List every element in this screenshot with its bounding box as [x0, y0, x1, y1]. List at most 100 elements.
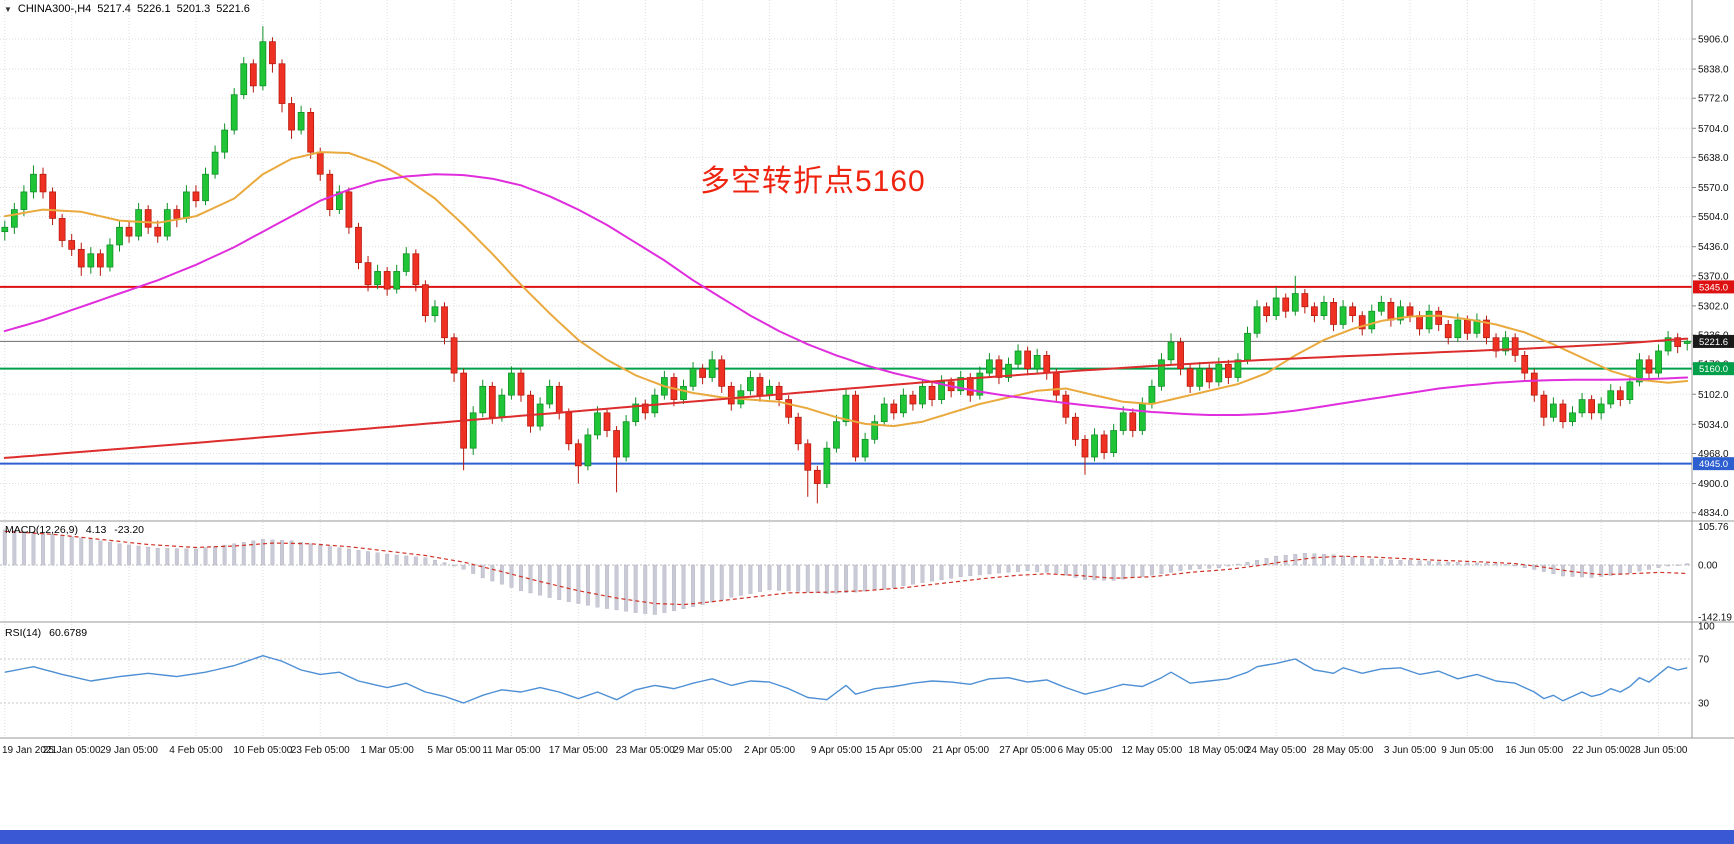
- candle-body: [641, 403, 649, 414]
- candle-body: [1416, 315, 1423, 330]
- candle-body: [986, 359, 993, 374]
- horizontal-scrollbar[interactable]: [0, 830, 1734, 844]
- candle-body: [1588, 399, 1596, 414]
- macd-histogram-bar: [882, 564, 887, 590]
- macd-main-value: 4.13: [85, 524, 107, 536]
- macd-histogram-bar: [452, 564, 457, 567]
- candle-body: [326, 173, 334, 210]
- macd-histogram-bar: [643, 564, 648, 614]
- time-tick-label: 28 Jun 05:00: [1630, 745, 1688, 756]
- macd-histogram-bar: [1408, 560, 1412, 566]
- candle-body: [1158, 359, 1165, 387]
- macd-histogram-bar: [1063, 564, 1068, 576]
- rsi-tick-label: 70: [1698, 655, 1710, 666]
- macd-histogram-bar: [624, 564, 629, 612]
- macd-histogram-bar: [98, 540, 103, 566]
- candle-body: [1091, 434, 1098, 458]
- chart-collapse-icon[interactable]: ▼: [4, 4, 12, 14]
- macd-histogram-bar: [1360, 558, 1365, 566]
- candles-layer: [1, 26, 1691, 504]
- candle-body: [775, 385, 783, 400]
- candle-body: [1272, 297, 1280, 317]
- time-tick-label: 25 Jan 05:00: [43, 745, 101, 756]
- candle-body: [154, 226, 162, 237]
- macd-indicator-label: MACD(12,26,9) 4.13 -23.20: [5, 524, 149, 536]
- macd-histogram-bar: [605, 564, 609, 609]
- macd-histogram-bar: [729, 564, 734, 598]
- candle-body: [823, 447, 831, 484]
- candle-body: [1550, 403, 1557, 418]
- candle-body: [259, 41, 267, 87]
- macd-histogram-bar: [748, 564, 753, 594]
- candle-body: [479, 385, 487, 414]
- time-tick-label: 12 May 05:00: [1122, 745, 1183, 756]
- price-tick-label: 5034.0: [1698, 420, 1729, 431]
- price-tick-label: 5638.0: [1698, 153, 1729, 164]
- candle-body: [1530, 372, 1538, 396]
- macd-histogram-bar: [1541, 564, 1546, 572]
- candle-body: [269, 41, 276, 65]
- macd-histogram-bar: [1513, 564, 1518, 567]
- candle-body: [211, 151, 219, 175]
- macd-histogram-bar: [21, 531, 26, 566]
- candle-body: [431, 306, 439, 317]
- chart-text-annotation[interactable]: 多空转折点5160: [700, 165, 926, 198]
- candle-body: [1521, 355, 1529, 374]
- candle-body: [1406, 306, 1414, 317]
- candle-body: [1330, 301, 1337, 325]
- time-tick-label: 6 May 05:00: [1057, 745, 1112, 756]
- macd-histogram-bar: [1235, 563, 1240, 566]
- macd-tick-label: -142.19: [1698, 613, 1732, 624]
- candle-body: [288, 103, 295, 131]
- candle-body: [374, 271, 381, 286]
- candle-body: [1559, 403, 1567, 423]
- macd-histogram-bar: [796, 564, 801, 592]
- macd-histogram-bar: [576, 564, 581, 604]
- candle-body: [1033, 355, 1041, 370]
- candle-body: [718, 359, 726, 387]
- candle-body: [1081, 438, 1089, 458]
- macd-histogram-bar: [327, 546, 332, 566]
- candle-body: [77, 248, 85, 268]
- macd-histogram-bar: [127, 544, 132, 566]
- candle-body: [766, 385, 773, 396]
- candle-body: [183, 191, 190, 219]
- candle-body: [1014, 350, 1022, 365]
- macd-histogram-bar: [1589, 564, 1594, 578]
- macd-histogram-bar: [1025, 564, 1030, 572]
- macd-histogram-bar: [710, 564, 715, 603]
- macd-histogram-bar: [652, 564, 657, 615]
- macd-histogram-bar: [213, 546, 218, 566]
- candle-body: [20, 191, 28, 210]
- macd-histogram-bar: [738, 564, 743, 596]
- time-tick-label: 3 Jun 05:00: [1384, 745, 1437, 756]
- macd-histogram-bar: [758, 564, 762, 592]
- macd-histogram-bar: [404, 555, 409, 566]
- macd-histogram-bar: [107, 542, 112, 566]
- candle-body: [1320, 301, 1328, 317]
- candle-body: [842, 394, 850, 423]
- price-tick-label: 5838.0: [1698, 65, 1729, 76]
- macd-histogram-bar: [949, 564, 954, 579]
- candle-body: [871, 421, 879, 440]
- candle-body: [393, 271, 401, 290]
- macd-histogram-bar: [557, 564, 562, 601]
- time-tick-label: 11 Mar 05:00: [482, 745, 541, 756]
- macd-histogram-bar: [1169, 564, 1173, 573]
- candle-body: [1244, 332, 1251, 361]
- candle-body: [1397, 306, 1404, 321]
- candle-body: [240, 63, 248, 96]
- candle-body: [249, 63, 257, 87]
- time-tick-label: 29 Jan 05:00: [100, 745, 158, 756]
- candle-body: [192, 191, 200, 202]
- macd-histogram-bar: [203, 547, 208, 566]
- macd-histogram-bar: [767, 564, 772, 591]
- macd-histogram-bar: [824, 564, 829, 594]
- candle-body: [699, 368, 706, 378]
- macd-histogram-bar: [1637, 564, 1642, 572]
- macd-histogram-bar: [308, 543, 313, 566]
- candle-body: [1483, 319, 1490, 339]
- time-tick-label: 23 Feb 05:00: [291, 745, 350, 756]
- macd-histogram-bar: [375, 552, 380, 566]
